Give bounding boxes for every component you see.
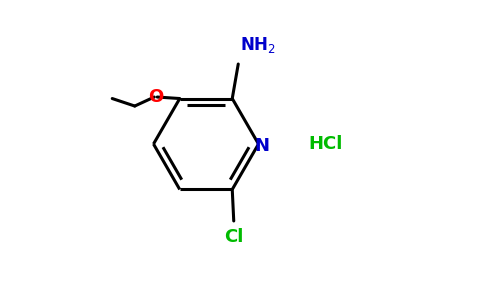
Text: N: N [255,137,270,155]
Text: NH$_2$: NH$_2$ [240,35,275,55]
Text: Cl: Cl [224,229,243,247]
Text: O: O [148,88,164,106]
Text: HCl: HCl [309,135,343,153]
